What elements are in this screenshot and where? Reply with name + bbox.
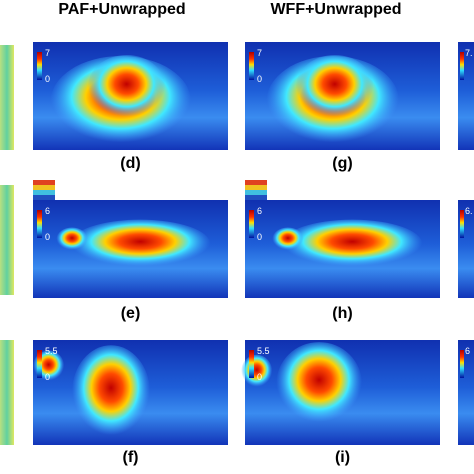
legend-strip <box>33 185 55 190</box>
colorbar <box>249 210 254 238</box>
colorbar <box>460 210 464 238</box>
legend-strip <box>245 190 267 195</box>
surface-peak <box>56 227 88 251</box>
colorbar-min: 0 <box>257 74 262 84</box>
panel-label: (g) <box>332 155 352 172</box>
surface-peak <box>295 54 374 120</box>
surface-panel: 5.50 <box>33 340 228 445</box>
colorbar <box>37 52 42 80</box>
legend-strip <box>245 195 267 200</box>
legend-strip <box>33 190 55 195</box>
panel-label: (e) <box>121 305 141 322</box>
colorbar <box>37 210 42 238</box>
surface-panel: 60 <box>245 200 440 298</box>
panel-label: (h) <box>332 305 352 322</box>
panel-label: (d) <box>120 155 140 172</box>
surface-panel: 60 <box>33 200 228 298</box>
colorbar-min: 0 <box>45 74 50 84</box>
legend-strip <box>245 185 267 190</box>
surface-peak <box>87 54 166 120</box>
surface-peak <box>241 354 273 389</box>
colorbar <box>460 350 464 378</box>
left-crop <box>0 45 14 445</box>
colorbar-min: 0 <box>257 232 262 242</box>
colorbar-max: 6 <box>257 206 262 216</box>
surface-panel: 70 <box>245 42 440 150</box>
colorbar-max: 7 <box>45 48 50 58</box>
panel-label: (i) <box>335 449 350 466</box>
colorbar-min: 0 <box>45 232 50 242</box>
colorbar-max: 6 <box>465 346 470 356</box>
colorbar-min: 0 <box>45 372 50 382</box>
surface-peak <box>72 345 150 440</box>
surface-peak <box>70 219 211 269</box>
colorbar <box>37 350 42 378</box>
legend-strip <box>33 180 55 185</box>
colorbar-max: 5.5 <box>257 346 270 356</box>
legend-strip <box>245 180 267 185</box>
colorbar-max: 5.5 <box>45 346 58 356</box>
surface-peak <box>276 342 362 427</box>
colorbar-max: 7. <box>465 48 473 58</box>
surface-peak <box>282 219 423 269</box>
surface-panel: 70 <box>33 42 228 150</box>
colorbar-min: 0 <box>257 372 262 382</box>
surface-panel: 5.50 <box>241 340 440 445</box>
column-title: PAF+Unwrapped <box>58 1 185 18</box>
colorbar-max: 6 <box>45 206 50 216</box>
legend-strip <box>33 195 55 200</box>
colorbar-max: 7 <box>257 48 262 58</box>
surface-peak <box>272 227 304 251</box>
column-title: WFF+Unwrapped <box>270 1 401 18</box>
colorbar <box>460 52 464 80</box>
panel-label: (f) <box>123 449 139 466</box>
colorbar <box>249 52 254 80</box>
colorbar-max: 6. <box>465 206 473 216</box>
colorbar <box>249 350 254 378</box>
